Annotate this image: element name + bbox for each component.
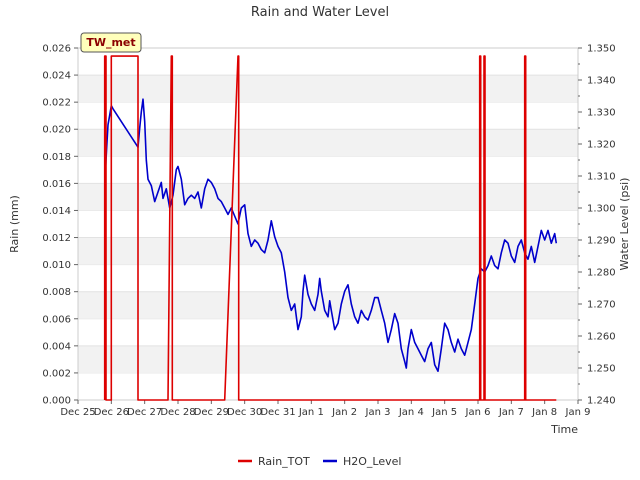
x-tick-label: Jan 2 <box>331 407 357 418</box>
x-tick-label: Dec 27 <box>127 407 162 418</box>
y-tick-label-right: 1.350 <box>587 44 616 55</box>
y-tick-label-right: 1.260 <box>587 332 616 343</box>
series-lines <box>103 55 558 401</box>
y-tick-label-left: 0.022 <box>42 98 71 109</box>
x-tick-label: Jan 6 <box>465 407 491 418</box>
y-tick-label-left: 0.012 <box>42 233 71 244</box>
y-tick-label-left: 0.026 <box>42 44 71 55</box>
y-axis-label-left: Rain (mm) <box>8 195 21 253</box>
x-tick-label: Jan 5 <box>431 407 457 418</box>
y-tick-label-right: 1.300 <box>587 204 616 215</box>
y-axis-left: 0.000 0.002 0.004 0.006 0.008 0.010 0.012 0.014… <box>42 44 78 407</box>
y-tick-label-left: 0.002 <box>42 368 71 379</box>
y-tick-label-right: 1.240 <box>587 396 616 407</box>
x-tick-label: Dec 30 <box>227 407 262 418</box>
y-tick-label-right: 1.280 <box>587 268 616 279</box>
y-tick-label-right: 1.290 <box>587 236 616 247</box>
x-tick-label: Dec 31 <box>260 407 295 418</box>
grid-bands <box>78 47 578 374</box>
y-tick-label-right: 1.310 <box>587 172 616 183</box>
y-tick-label-left: 0.018 <box>42 152 71 163</box>
y-tick-label-left: 0.008 <box>42 287 71 298</box>
grid-band <box>78 129 578 157</box>
y-tick-label-left: 0.016 <box>42 179 71 190</box>
y-tick-label-right: 1.270 <box>587 300 616 311</box>
y-tick-label-left: 0.014 <box>42 206 71 217</box>
badge-box <box>80 32 142 53</box>
grid-band <box>78 345 578 373</box>
y-tick-label-left: 0.006 <box>42 314 71 325</box>
x-tick-label: Dec 26 <box>94 407 129 418</box>
y-tick-label-left: 0.020 <box>42 125 71 136</box>
x-tick-label: Jan 7 <box>498 407 524 418</box>
y-tick-label-right: 1.340 <box>587 76 616 87</box>
y-tick-label-right: 1.250 <box>587 364 616 375</box>
x-tick-label: Jan 1 <box>298 407 324 418</box>
y-tick-label-left: 0.024 <box>42 71 71 82</box>
x-axis-label: Time <box>550 423 578 436</box>
x-tick-label: Jan 8 <box>531 407 557 418</box>
grid-band <box>78 75 578 103</box>
y-tick-label-left: 0.004 <box>42 341 71 352</box>
y-axis-label-right: Water Level (psi) <box>618 178 631 271</box>
x-tick-label: Jan 4 <box>398 407 424 418</box>
legend-label: H2O_Level <box>343 455 401 468</box>
grid-band <box>78 237 578 265</box>
legend-label: Rain_TOT <box>258 455 310 468</box>
series-line-rain-tot <box>103 55 557 401</box>
x-tick-label: Dec 28 <box>160 407 195 418</box>
x-tick-label: Jan 3 <box>365 407 391 418</box>
y-axis-right: 1.240 1.250 1.260 1.270 1.280 1.290 1.300 1.310… <box>578 44 616 407</box>
x-tick-label: Dec 29 <box>194 407 229 418</box>
x-tick-label: Dec 25 <box>60 407 95 418</box>
chart-title: Rain and Water Level <box>251 5 389 20</box>
x-tick-label: Jan 9 <box>565 407 591 418</box>
y-tick-label-right: 1.330 <box>587 108 616 119</box>
y-tick-label-left: 0.010 <box>42 260 71 271</box>
y-tick-label-right: 1.320 <box>587 140 616 151</box>
y-tick-label-left: 0.000 <box>42 396 71 407</box>
badge: TW_met <box>80 32 142 53</box>
badge-label: TW_met <box>86 36 135 49</box>
legend: Rain_TOT H2O_Level <box>238 455 401 468</box>
